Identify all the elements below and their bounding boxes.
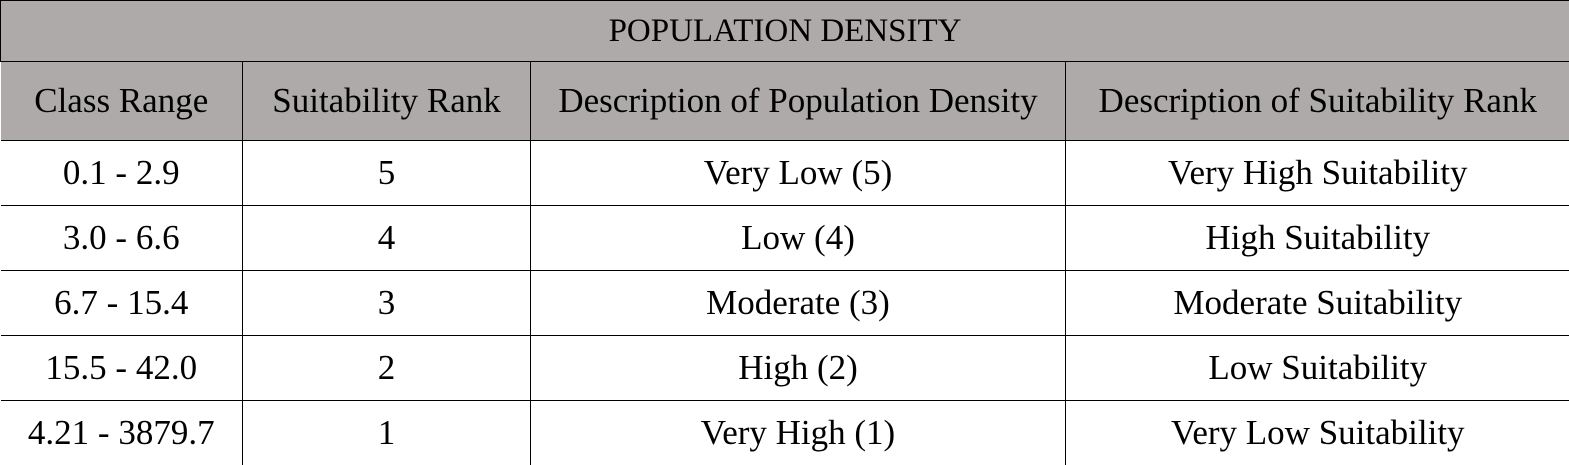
suitability-rank-cell: 2	[243, 336, 531, 401]
suitability-description-cell: Moderate Suitability	[1066, 271, 1569, 336]
suitability-description-cell: Very High Suitability	[1066, 141, 1569, 206]
table-row: 6.7 - 15.4 3 Moderate (3) Moderate Suita…	[1, 271, 1569, 336]
class-range-cell: 15.5 - 42.0	[1, 336, 243, 401]
suitability-description-cell: Low Suitability	[1066, 336, 1569, 401]
suitability-description-cell: High Suitability	[1066, 206, 1569, 271]
density-description-cell: Low (4)	[531, 206, 1066, 271]
suitability-rank-cell: 1	[243, 401, 531, 465]
density-description-cell: Moderate (3)	[531, 271, 1066, 336]
table-row: 3.0 - 6.6 4 Low (4) High Suitability	[1, 206, 1569, 271]
suitability-rank-cell: 5	[243, 141, 531, 206]
table-row: 15.5 - 42.0 2 High (2) Low Suitability	[1, 336, 1569, 401]
column-header-population-density-description: Description of Population Density	[531, 62, 1066, 141]
class-range-cell: 3.0 - 6.6	[1, 206, 243, 271]
column-header-suitability-rank: Suitability Rank	[243, 62, 531, 141]
suitability-description-cell: Very Low Suitability	[1066, 401, 1569, 465]
density-description-cell: Very High (1)	[531, 401, 1066, 465]
suitability-rank-cell: 3	[243, 271, 531, 336]
suitability-rank-cell: 4	[243, 206, 531, 271]
table-title: POPULATION DENSITY	[1, 1, 1569, 62]
header-row: Class Range Suitability Rank Description…	[1, 62, 1569, 141]
class-range-cell: 4.21 - 3879.7	[1, 401, 243, 465]
class-range-cell: 6.7 - 15.4	[1, 271, 243, 336]
column-header-suitability-rank-description: Description of Suitability Rank	[1066, 62, 1569, 141]
table-row: 0.1 - 2.9 5 Very Low (5) Very High Suita…	[1, 141, 1569, 206]
column-header-class-range: Class Range	[1, 62, 243, 141]
density-description-cell: Very Low (5)	[531, 141, 1066, 206]
density-description-cell: High (2)	[531, 336, 1066, 401]
title-row: POPULATION DENSITY	[1, 1, 1569, 62]
class-range-cell: 0.1 - 2.9	[1, 141, 243, 206]
table-row: 4.21 - 3879.7 1 Very High (1) Very Low S…	[1, 401, 1569, 465]
